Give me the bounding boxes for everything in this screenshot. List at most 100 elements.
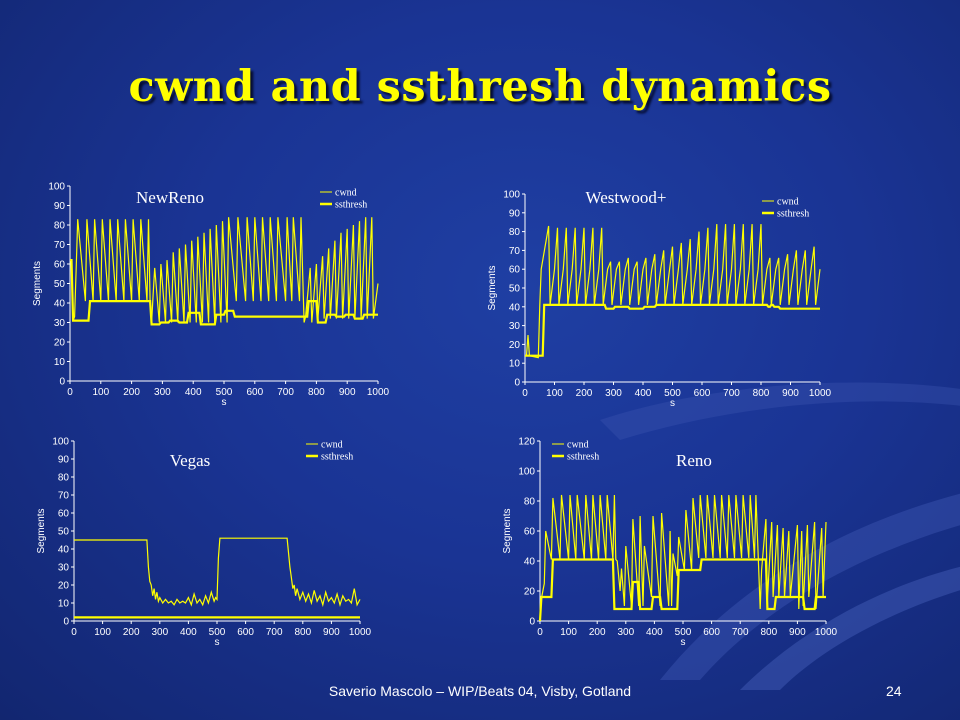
chart-title: Reno	[676, 451, 712, 470]
y-tick-label: 0	[59, 377, 65, 388]
legend-label-cwnd: cwnd	[567, 440, 589, 451]
x-tick-label: 800	[753, 388, 770, 399]
x-tick-label: 900	[323, 627, 340, 638]
y-tick-label: 20	[509, 340, 521, 351]
x-tick-label: 600	[237, 627, 254, 638]
chart-vegas: 0 10 20 30 40 50 60 70 80 90 100 0 100 200 300 400 500 60…	[30, 430, 380, 665]
x-tick-label: 1000	[349, 627, 372, 638]
series-line-ssthresh	[525, 303, 820, 357]
y-axis-label: Segments	[487, 265, 498, 310]
x-tick-label: 500	[216, 387, 233, 398]
x-tick-label: 600	[703, 627, 720, 638]
y-tick-label: 20	[54, 338, 66, 349]
x-tick-label: 500	[675, 627, 692, 638]
y-tick-label: 0	[514, 378, 520, 389]
x-tick-label: 900	[789, 627, 806, 638]
y-tick-label: 80	[524, 497, 536, 508]
y-tick-label: 90	[54, 201, 66, 212]
y-tick-label: 50	[58, 527, 70, 538]
x-tick-label: 800	[294, 627, 311, 638]
series-line-cwnd	[525, 224, 821, 359]
y-tick-label: 70	[509, 246, 521, 257]
x-tick-label: 300	[605, 388, 622, 399]
x-tick-label: 700	[723, 388, 740, 399]
x-tick-label: 400	[646, 627, 663, 638]
chart-title: Vegas	[170, 451, 211, 470]
x-axis-label: s	[222, 397, 227, 408]
y-tick-label: 70	[54, 240, 66, 251]
y-axis-label: Segments	[502, 508, 513, 553]
x-tick-label: 100	[94, 627, 111, 638]
x-tick-label: 200	[123, 387, 140, 398]
x-tick-label: 500	[664, 388, 681, 399]
y-tick-label: 10	[509, 359, 521, 370]
series-line-ssthresh	[70, 258, 378, 326]
y-tick-label: 90	[58, 455, 70, 466]
y-tick-label: 30	[54, 318, 66, 329]
x-tick-label: 0	[67, 387, 73, 398]
x-tick-label: 1000	[809, 388, 832, 399]
y-tick-label: 100	[48, 182, 65, 193]
chart-title: NewReno	[136, 188, 204, 207]
y-tick-label: 30	[58, 563, 70, 574]
x-tick-label: 200	[589, 627, 606, 638]
y-tick-label: 80	[509, 227, 521, 238]
y-axis-label: Segments	[36, 508, 47, 553]
legend-label-cwnd: cwnd	[321, 440, 343, 451]
y-tick-label: 50	[54, 279, 66, 290]
slide-footer: Saverio Mascolo – WIP/Beats 04, Visby, G…	[328, 683, 632, 699]
x-tick-label: 0	[537, 627, 543, 638]
x-tick-label: 1000	[367, 387, 390, 398]
y-tick-label: 0	[63, 617, 69, 628]
y-tick-label: 100	[52, 437, 69, 448]
x-tick-label: 700	[277, 387, 294, 398]
y-tick-label: 120	[518, 437, 535, 448]
x-tick-label: 0	[71, 627, 77, 638]
y-tick-label: 80	[54, 221, 66, 232]
y-tick-label: 60	[509, 265, 521, 276]
x-tick-label: 800	[760, 627, 777, 638]
y-tick-label: 10	[54, 357, 66, 368]
x-tick-label: 800	[308, 387, 325, 398]
x-tick-label: 1000	[815, 627, 838, 638]
x-tick-label: 200	[576, 388, 593, 399]
x-tick-label: 600	[246, 387, 263, 398]
y-tick-label: 60	[58, 509, 70, 520]
x-axis-label: s	[670, 398, 675, 409]
x-tick-label: 400	[635, 388, 652, 399]
series-line-cwnd	[539, 494, 827, 622]
x-tick-label: 300	[617, 627, 634, 638]
series-line-cwnd	[74, 537, 361, 608]
x-tick-label: 700	[266, 627, 283, 638]
y-tick-label: 10	[58, 599, 70, 610]
slide-title: cwnd and ssthresh dynamics	[128, 62, 832, 112]
x-axis-label: s	[215, 637, 220, 648]
legend-label-cwnd: cwnd	[777, 197, 799, 208]
legend-label-ssthresh: ssthresh	[321, 452, 353, 463]
x-tick-label: 0	[522, 388, 528, 399]
legend-label-ssthresh: ssthresh	[567, 452, 599, 463]
x-tick-label: 200	[123, 627, 140, 638]
legend-label-ssthresh: ssthresh	[335, 200, 367, 211]
x-tick-label: 100	[560, 627, 577, 638]
y-tick-label: 100	[518, 467, 535, 478]
y-tick-label: 0	[529, 617, 535, 628]
y-tick-label: 80	[58, 473, 70, 484]
chart-westwood: 0 10 20 30 40 50 60 70 80 90 100 0 100 200 300 400 500 60…	[480, 183, 840, 425]
x-tick-label: 400	[180, 627, 197, 638]
y-tick-label: 40	[524, 557, 536, 568]
x-tick-label: 700	[732, 627, 749, 638]
y-tick-label: 90	[509, 208, 521, 219]
series-line-ssthresh	[538, 558, 826, 622]
chart-newreno: 0 10 20 30 40 50 60 70 80 90 100 0 100 200 300 400 500 60…	[20, 175, 400, 425]
page-number: 24	[886, 683, 902, 699]
y-tick-label: 70	[58, 491, 70, 502]
x-tick-label: 900	[339, 387, 356, 398]
chart-reno: 0 20 40 60 80 100 120 0 100 200 300 400 500 600 700 800…	[496, 430, 840, 665]
x-tick-label: 300	[151, 627, 168, 638]
series-line-cwnd	[70, 217, 379, 323]
y-tick-label: 20	[524, 587, 536, 598]
y-tick-label: 40	[509, 302, 521, 313]
x-tick-label: 500	[209, 627, 226, 638]
x-axis-label: s	[681, 637, 686, 648]
